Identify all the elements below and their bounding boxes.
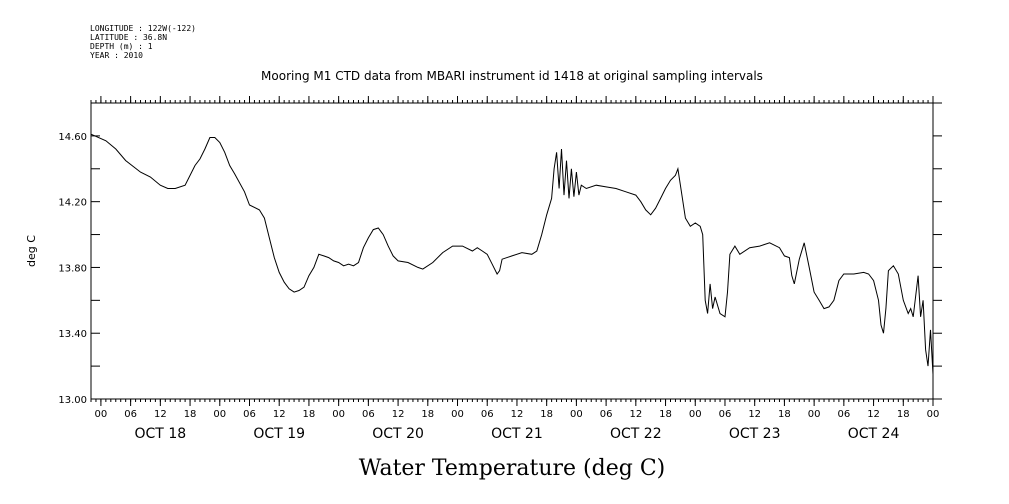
x-hour-tick-label: 00 — [95, 409, 108, 420]
x-hour-tick-label: 06 — [719, 409, 732, 420]
y-tick-label: 13.40 — [58, 329, 87, 340]
y-axis-label: deg C — [25, 235, 38, 267]
x-hour-tick-label: 00 — [332, 409, 345, 420]
x-hour-tick-label: 18 — [897, 409, 910, 420]
x-hour-tick-label: 06 — [600, 409, 613, 420]
y-tick-label: 14.60 — [58, 132, 87, 143]
chart-title: Mooring M1 CTD data from MBARI instrumen… — [261, 69, 763, 83]
x-hour-tick-label: 06 — [481, 409, 494, 420]
x-hour-tick-label: 18 — [540, 409, 553, 420]
x-hour-tick-label: 18 — [421, 409, 434, 420]
x-hour-tick-label: 00 — [808, 409, 821, 420]
x-day-label: OCT 23 — [729, 426, 781, 442]
temperature-series-line — [90, 133, 934, 375]
x-hour-labels: 00 06 12 18 00 06 12 18 00 06 12 18 00 06 12 18 00 06 12 18… — [95, 409, 940, 420]
x-major-ticks — [100, 96, 934, 406]
depth-label: DEPTH (m) : 1 — [90, 42, 153, 51]
x-hour-tick-label: 00 — [927, 409, 940, 420]
x-hour-tick-label: 06 — [243, 409, 256, 420]
x-hour-tick-label: 00 — [570, 409, 583, 420]
year-label: YEAR : 2010 — [90, 51, 143, 60]
y-ticks — [91, 102, 942, 400]
x-day-labels: OCT 18 OCT 19 OCT 20 OCT 21 OCT 22 OCT 23 OCT … — [135, 426, 900, 442]
x-hour-tick-label: 06 — [837, 409, 850, 420]
y-tick-label: 14.20 — [58, 198, 87, 209]
y-tick-label: 13.00 — [58, 395, 87, 406]
x-hour-tick-label: 18 — [184, 409, 197, 420]
x-day-label: OCT 24 — [848, 426, 900, 442]
x-hour-tick-label: 06 — [124, 409, 137, 420]
y-tick-labels: 13.00 13.40 13.80 14.20 14.60 — [58, 132, 87, 406]
x-hour-tick-label: 00 — [213, 409, 226, 420]
x-hour-tick-label: 06 — [362, 409, 375, 420]
x-hour-tick-label: 18 — [659, 409, 672, 420]
longitude-label: LONGITUDE : 122W(-122) — [90, 24, 196, 33]
y-tick-label: 13.80 — [58, 263, 87, 274]
x-hour-tick-label: 12 — [154, 409, 167, 420]
x-day-label: OCT 21 — [491, 426, 543, 442]
x-hour-tick-label: 12 — [867, 409, 880, 420]
x-hour-tick-label: 00 — [689, 409, 702, 420]
x-hour-tick-label: 12 — [392, 409, 405, 420]
x-day-label: OCT 20 — [372, 426, 424, 442]
x-hour-tick-label: 18 — [303, 409, 316, 420]
x-hour-tick-label: 12 — [511, 409, 524, 420]
x-day-label: OCT 19 — [253, 426, 305, 442]
x-hour-tick-label: 18 — [778, 409, 791, 420]
x-hour-tick-label: 00 — [451, 409, 464, 420]
latitude-label: LATITUDE : 36.8N — [90, 33, 167, 42]
plot-frame — [90, 102, 934, 400]
x-day-label: OCT 18 — [135, 426, 187, 442]
x-hour-tick-label: 12 — [629, 409, 642, 420]
x-hour-tick-label: 12 — [273, 409, 286, 420]
x-day-label: OCT 22 — [610, 426, 662, 442]
x-axis-label: Water Temperature (deg C) — [359, 456, 666, 481]
x-minor-ticks — [90, 100, 934, 402]
x-hour-tick-label: 12 — [748, 409, 761, 420]
